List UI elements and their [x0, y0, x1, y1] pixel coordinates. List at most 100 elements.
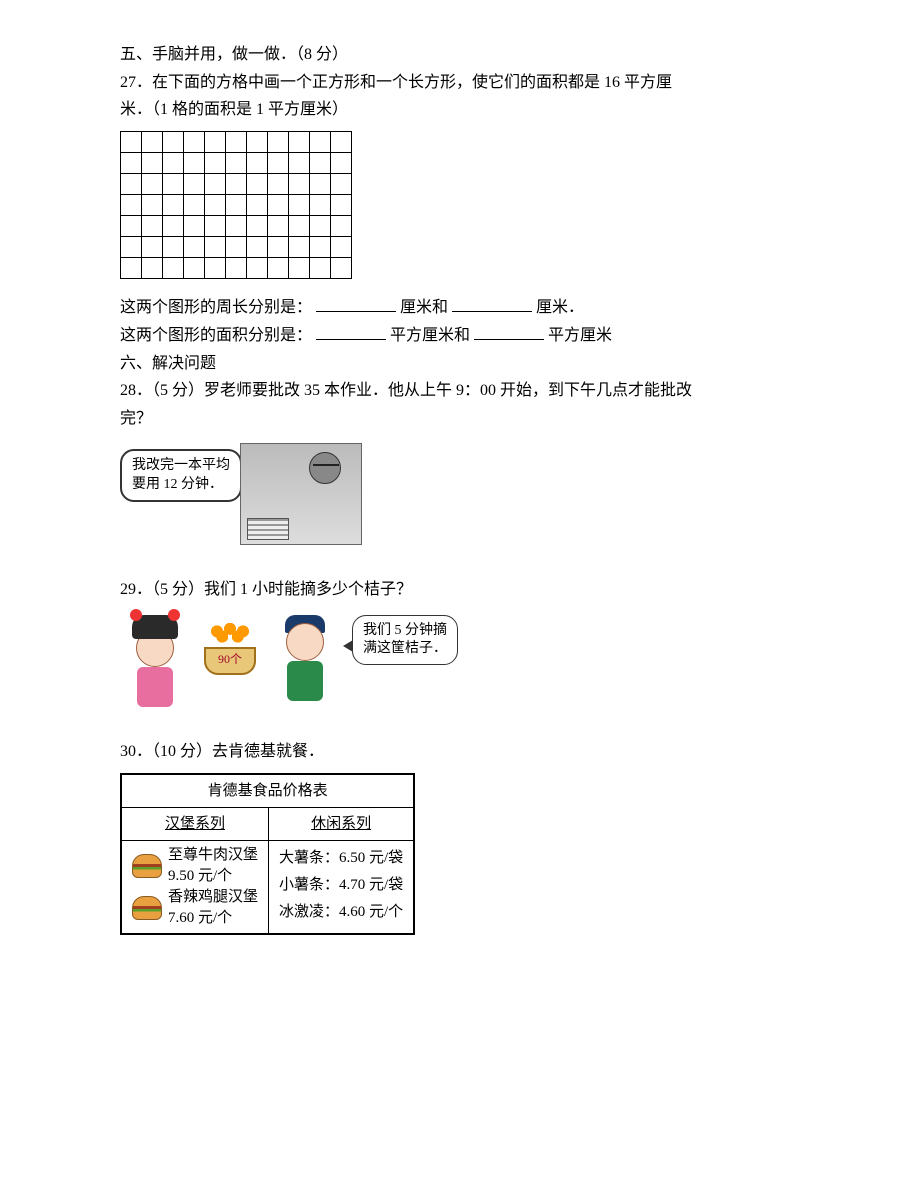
- q27-grid: [120, 131, 352, 279]
- grid-cell: [310, 194, 331, 215]
- grid-cell: [268, 131, 289, 152]
- grid-cell: [289, 215, 310, 236]
- q27-line-2: 米．（1 格的面积是 1 平方厘米）: [120, 97, 800, 123]
- grid-cell: [121, 152, 142, 173]
- grid-cell: [268, 194, 289, 215]
- boy-image: [270, 615, 340, 701]
- grid-cell: [247, 236, 268, 257]
- q28-illustration: 我改完一本平均 要用 12 分钟．: [120, 443, 362, 545]
- grid-cell: [226, 257, 247, 278]
- kfc-item-1-name: 至尊牛肉汉堡: [168, 845, 258, 866]
- kfc-item-1-price: 9.50 元/个: [168, 866, 258, 887]
- grid-cell: [247, 215, 268, 236]
- perimeter-prefix: 这两个图形的周长分别是：: [120, 299, 312, 316]
- grid-cell: [226, 194, 247, 215]
- girl-body-icon: [137, 667, 173, 707]
- q29-speech-bubble: 我们 5 分钟摘 满这筐桔子．: [352, 615, 458, 665]
- grid-cell: [247, 194, 268, 215]
- q28-bubble-line-1: 我改完一本平均: [132, 457, 230, 475]
- grid-cell: [163, 236, 184, 257]
- kfc-burger-cell: 至尊牛肉汉堡 9.50 元/个 香辣鸡腿汉堡 7.60 元/个: [121, 840, 269, 934]
- grid-cell: [310, 131, 331, 152]
- grid-cell: [268, 173, 289, 194]
- q29-illustration: 90个 我们 5 分钟摘 满这筐桔子．: [120, 615, 458, 707]
- grid-cell: [205, 257, 226, 278]
- grid-cell: [142, 131, 163, 152]
- grid-cell: [163, 215, 184, 236]
- grid-cell: [205, 173, 226, 194]
- books-icon: [247, 518, 289, 540]
- grid-cell: [331, 173, 352, 194]
- area-blank-2[interactable]: [474, 323, 544, 340]
- q27-area-line: 这两个图形的面积分别是： 平方厘米和 平方厘米: [120, 323, 800, 349]
- grid-cell: [142, 215, 163, 236]
- grid-cell: [184, 173, 205, 194]
- grid-cell: [184, 152, 205, 173]
- grid-cell: [184, 194, 205, 215]
- perimeter-blank-1[interactable]: [316, 295, 396, 312]
- grid-cell: [331, 236, 352, 257]
- q30-text: 30．（10 分）去肯德基就餐．: [120, 739, 800, 765]
- grid-cell: [268, 152, 289, 173]
- kfc-snack-2: 小薯条：4.70 元/袋: [279, 872, 403, 899]
- grid-cell: [310, 215, 331, 236]
- grid-cell: [310, 257, 331, 278]
- grid-cell: [247, 131, 268, 152]
- kfc-price-table: 肯德基食品价格表 汉堡系列 休闲系列 至尊牛肉汉堡 9.50 元/个 香辣鸡腿汉…: [120, 773, 415, 935]
- teacher-image: [240, 443, 362, 545]
- grid-cell: [121, 236, 142, 257]
- q27-perimeter-line: 这两个图形的周长分别是： 厘米和 厘米．: [120, 295, 800, 321]
- boy-head-icon: [286, 623, 324, 661]
- grid-cell: [184, 257, 205, 278]
- grid-cell: [142, 236, 163, 257]
- grid-cell: [331, 215, 352, 236]
- grid-cell: [289, 173, 310, 194]
- grid-cell: [163, 173, 184, 194]
- kfc-item-2-name: 香辣鸡腿汉堡: [168, 887, 258, 908]
- perimeter-blank-2[interactable]: [452, 295, 532, 312]
- grid-cell: [142, 173, 163, 194]
- grid-cell: [310, 236, 331, 257]
- perimeter-unit-1: 厘米和: [400, 299, 448, 316]
- area-unit-1: 平方厘米和: [390, 327, 470, 344]
- grid-cell: [289, 236, 310, 257]
- grid-cell: [163, 131, 184, 152]
- grid-cell: [247, 257, 268, 278]
- grid-cell: [310, 152, 331, 173]
- grid-cell: [226, 236, 247, 257]
- boy-body-icon: [287, 661, 323, 701]
- oranges-icon: [204, 621, 256, 647]
- grid-cell: [226, 131, 247, 152]
- grid-cell: [142, 257, 163, 278]
- grid-cell: [289, 194, 310, 215]
- grid-table: [120, 131, 352, 279]
- kfc-table-title: 肯德基食品价格表: [121, 774, 414, 808]
- grid-cell: [289, 152, 310, 173]
- girl-hair-icon: [132, 615, 178, 639]
- area-blank-1[interactable]: [316, 323, 386, 340]
- grid-cell: [184, 131, 205, 152]
- q28-line-1: 28．（5 分）罗老师要批改 35 本作业．他从上午 9：00 开始，到下午几点…: [120, 378, 800, 404]
- q29-bubble-line-2: 满这筐桔子．: [363, 640, 447, 658]
- kfc-col-2-head: 休闲系列: [269, 807, 415, 840]
- grid-cell: [268, 215, 289, 236]
- grid-cell: [184, 215, 205, 236]
- grid-cell: [289, 131, 310, 152]
- kfc-snack-3: 冰激凌：4.60 元/个: [279, 899, 403, 926]
- grid-cell: [331, 131, 352, 152]
- section-6-heading: 六、解决问题: [120, 351, 800, 377]
- grid-cell: [331, 152, 352, 173]
- grid-cell: [226, 152, 247, 173]
- glasses-icon: [313, 464, 339, 472]
- q27-line-1: 27．在下面的方格中画一个正方形和一个长方形，使它们的面积都是 16 平方厘: [120, 70, 800, 96]
- kfc-snack-cell: 大薯条：6.50 元/袋 小薯条：4.70 元/袋 冰激凌：4.60 元/个: [269, 840, 415, 934]
- grid-cell: [289, 257, 310, 278]
- grid-cell: [121, 257, 142, 278]
- q29-bubble-line-1: 我们 5 分钟摘: [363, 622, 447, 640]
- perimeter-unit-2: 厘米．: [536, 299, 584, 316]
- grid-cell: [163, 152, 184, 173]
- area-unit-2: 平方厘米: [548, 327, 612, 344]
- grid-cell: [247, 173, 268, 194]
- grid-cell: [205, 215, 226, 236]
- grid-cell: [205, 194, 226, 215]
